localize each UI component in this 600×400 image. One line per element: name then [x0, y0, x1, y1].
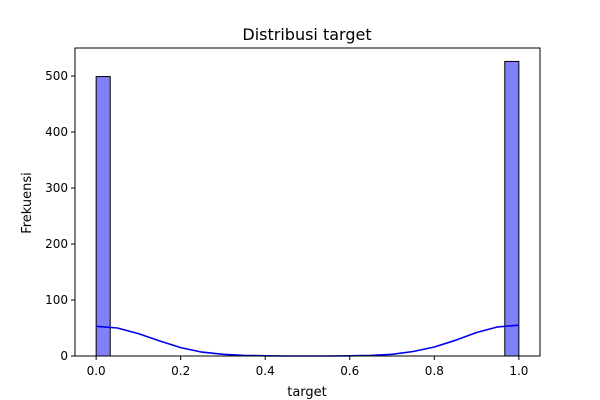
y-axis-ticks: 0 100 200 300 400 500 — [45, 69, 75, 363]
x-tick-label: 0.6 — [340, 364, 359, 378]
x-tick-label: 0.4 — [256, 364, 275, 378]
histogram-bar-0 — [95, 76, 111, 357]
x-axis-ticks: 0.0 0.2 0.4 0.6 0.8 1.0 — [87, 356, 528, 378]
y-tick-label: 200 — [45, 237, 68, 251]
x-tick-label: 0.0 — [87, 364, 106, 378]
x-axis-label: target — [287, 385, 327, 400]
y-tick-label: 300 — [45, 181, 68, 195]
x-tick-label: 0.2 — [171, 364, 190, 378]
y-axis-label: Frekuensi — [20, 172, 35, 234]
y-tick-label: 400 — [45, 125, 68, 139]
axes-frame — [74, 47, 541, 357]
chart-title: Distribusi target — [242, 25, 371, 44]
x-tick-label: 1.0 — [509, 364, 528, 378]
y-tick-label: 500 — [45, 69, 68, 83]
y-tick-label: 0 — [60, 349, 68, 363]
x-tick-label: 0.8 — [425, 364, 444, 378]
plot-area — [74, 47, 541, 357]
kde-line — [96, 324, 519, 357]
y-tick-label: 100 — [45, 293, 68, 307]
histogram-bar-1 — [504, 60, 520, 357]
